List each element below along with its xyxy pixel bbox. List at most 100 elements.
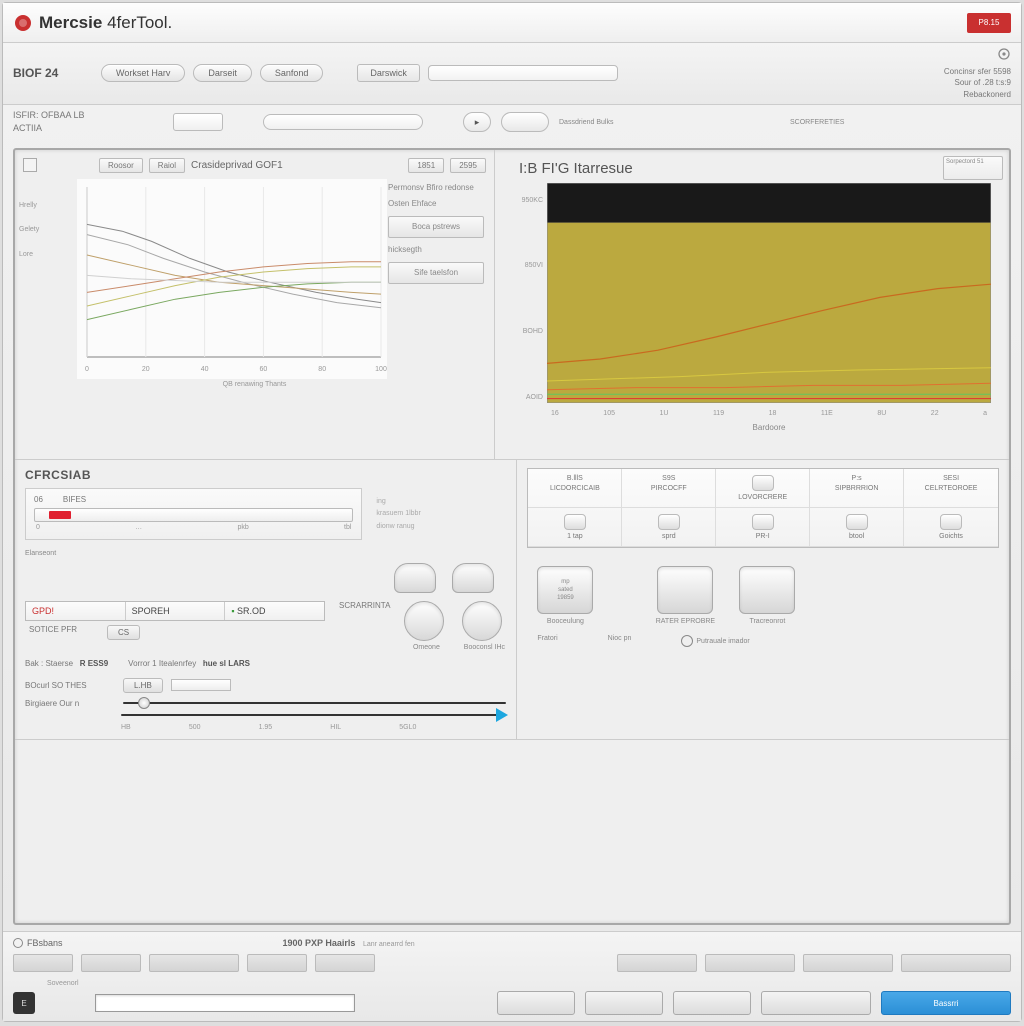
svg-text:20: 20 — [142, 366, 150, 373]
left-chart-hbtn-1[interactable]: Roosor — [99, 158, 143, 173]
left-chart-hbtn-3[interactable]: 1851 — [408, 158, 444, 173]
legend-button-1[interactable]: Boca pstrews — [388, 216, 484, 238]
svg-text:0: 0 — [85, 366, 89, 373]
footer-block-2[interactable] — [81, 954, 141, 972]
toolbar2-field-2[interactable] — [263, 114, 423, 130]
grid-head-3[interactable]: LOVORCRERE — [716, 469, 810, 508]
footer-sublabel: Soveenorl — [13, 980, 1011, 987]
info-icon — [681, 635, 693, 647]
right-chart-corner-box[interactable]: Sorpectord 51 — [943, 156, 1003, 180]
main-panel: Roosor Raiol Crasideprivad GOF1 1851 259… — [13, 148, 1011, 925]
footer-left-title: FBsbans — [13, 938, 63, 948]
app-logo-icon — [13, 13, 33, 33]
footer-bottom: E Bassrri — [13, 991, 1011, 1015]
mid-right-panel: B.lllSLICDORCICAIB S9SPIRCOCFF LOVORCRER… — [517, 460, 1009, 739]
sensing-title: CFRCSIAB — [25, 468, 506, 482]
legend-button-2[interactable]: Sife taelsfon — [388, 262, 484, 284]
header-action-button[interactable]: P8.15 — [967, 13, 1011, 33]
prog-label-1: 06 — [34, 495, 43, 504]
left-chart-header: Roosor Raiol Crasideprivad GOF1 1851 259… — [23, 158, 486, 173]
toolbar-btn-3[interactable]: Sanfond — [260, 64, 324, 82]
footer-block-6[interactable] — [617, 954, 697, 972]
footer-block-8[interactable] — [803, 954, 893, 972]
stat-row2-1: SOTICE PFR — [29, 625, 77, 640]
svg-text:100: 100 — [375, 366, 387, 373]
slider-1-field[interactable] — [171, 679, 231, 691]
right-chart-wrap: 950KC 850VI BOHD AOID 161051U1191811E8U2… — [503, 183, 1001, 443]
footer-block-5[interactable] — [315, 954, 375, 972]
footer-btn-2[interactable] — [585, 991, 663, 1015]
toolbar-right-info: Concinsr sfer 5598 Sour of .28 t:s:9 Reb… — [944, 47, 1011, 100]
footer-btn-4[interactable] — [761, 991, 871, 1015]
grid-cell-1[interactable]: 1 tap — [528, 508, 622, 547]
footer-btn-1[interactable] — [497, 991, 575, 1015]
knob-2[interactable] — [452, 563, 496, 593]
gear-icon[interactable] — [997, 47, 1011, 61]
app-title: Mercsie 4ferTool. — [39, 13, 172, 33]
titlebar: Mercsie 4ferTool. P8.15 — [3, 3, 1021, 43]
grid-head-1[interactable]: B.lllSLICDORCICAIB — [528, 469, 622, 508]
knob-1[interactable] — [394, 563, 438, 593]
grid-head-2[interactable]: S9SPIRCOCFF — [622, 469, 716, 508]
right-chart: 161051U1191811E8U22a Bardoore — [547, 183, 991, 443]
toolbar2-icon-btn-1[interactable]: ▸ — [463, 112, 491, 132]
charts-row: Roosor Raiol Crasideprivad GOF1 1851 259… — [15, 150, 1009, 460]
footer-primary-button[interactable]: Bassrri — [881, 991, 1011, 1015]
info-line-3: Rebackonerd — [944, 89, 1011, 100]
slider-2-track[interactable] — [121, 714, 506, 716]
knob-row-top — [25, 563, 506, 593]
left-chart-hbtn-2[interactable]: Raiol — [149, 158, 185, 173]
toolbar-btn-1[interactable]: Workset Harv — [101, 64, 185, 82]
prog-label-2: BIFES — [63, 495, 86, 504]
tile-footer-labels: Fratori Nioc pn Putrauale imador — [527, 635, 999, 647]
mid-left-panel: CFRCSIAB 06 BIFES 0 — [15, 460, 517, 739]
knob-round-2[interactable]: Booconsl IHc — [462, 601, 506, 651]
slider-1-handle[interactable] — [138, 697, 150, 709]
grid-cell-3[interactable]: PR-I — [716, 508, 810, 547]
slider-block: BOcurl SO THES L.HB Birgiaere Our n — [25, 678, 506, 731]
big-tile-3[interactable]: Tracreonrot — [735, 566, 799, 625]
mid-row: CFRCSIAB 06 BIFES 0 — [15, 460, 1009, 740]
big-tile-1[interactable]: mpsated19859 Booceulung — [533, 566, 597, 625]
toolbar-primary: BIOF 24 Workset Harv Darseit Sanfond Dar… — [3, 43, 1021, 105]
stat-cell-3: ▪ SR.OD — [225, 602, 324, 620]
big-tile-2[interactable]: RATER EPROBRE — [653, 566, 717, 625]
footer-block-1[interactable] — [13, 954, 73, 972]
footer-mid — [13, 954, 1011, 972]
stat-row2-pill[interactable]: CS — [107, 625, 140, 640]
toolbar-search-field[interactable] — [428, 65, 618, 81]
footer-small-button[interactable]: E — [13, 992, 35, 1014]
footer-block-9[interactable] — [901, 954, 1011, 972]
toolbar2-label-1: ISFIR: OFBAA LB — [13, 109, 93, 123]
footer-block-3[interactable] — [149, 954, 239, 972]
left-chart-title: Crasideprivad GOF1 — [191, 160, 283, 171]
footer-input[interactable] — [95, 994, 355, 1012]
left-chart: 020406080100 — [77, 179, 387, 379]
left-chart-legend: Permonsv Bfiro redonse Osten Ehface Boca… — [388, 180, 484, 288]
footer-block-4[interactable] — [247, 954, 307, 972]
progress-bar[interactable] — [34, 508, 353, 522]
app-title-bold: Mercsie — [39, 13, 102, 32]
progress-fill — [49, 511, 71, 519]
footer-btn-3[interactable] — [673, 991, 751, 1015]
toolbar2-field-1[interactable] — [173, 113, 223, 131]
grid-cell-5[interactable]: Goichts — [904, 508, 998, 547]
svg-text:40: 40 — [201, 366, 209, 373]
legend-item-3: hicksegth — [388, 242, 484, 258]
app-title-thin: 4ferTool. — [107, 13, 172, 32]
slider-1-track[interactable] — [123, 702, 506, 704]
toolbar2-icon-btn-2[interactable] — [501, 112, 549, 132]
grid-head-5[interactable]: SESICELRTEOROEE — [904, 469, 998, 508]
info-line-1: Concinsr sfer 5598 — [944, 66, 1011, 77]
toolbar-btn-2[interactable]: Darseit — [193, 64, 252, 82]
left-chart-hbtn-4[interactable]: 2595 — [450, 158, 486, 173]
grid-head-4[interactable]: P:sSIPBRRRION — [810, 469, 904, 508]
knob-round-1[interactable]: Omeone — [404, 601, 448, 651]
grid-cell-2[interactable]: sprd — [622, 508, 716, 547]
footer-block-7[interactable] — [705, 954, 795, 972]
panel-icon[interactable] — [23, 158, 37, 172]
toolbar-dropdown[interactable]: Darswick — [357, 64, 420, 82]
grid-cell-4[interactable]: btool — [810, 508, 904, 547]
right-chart-title: I:B FI'G Itarresue — [519, 160, 1001, 177]
toolbar2-btn-caption: Dassdriend Bulks — [559, 119, 613, 126]
